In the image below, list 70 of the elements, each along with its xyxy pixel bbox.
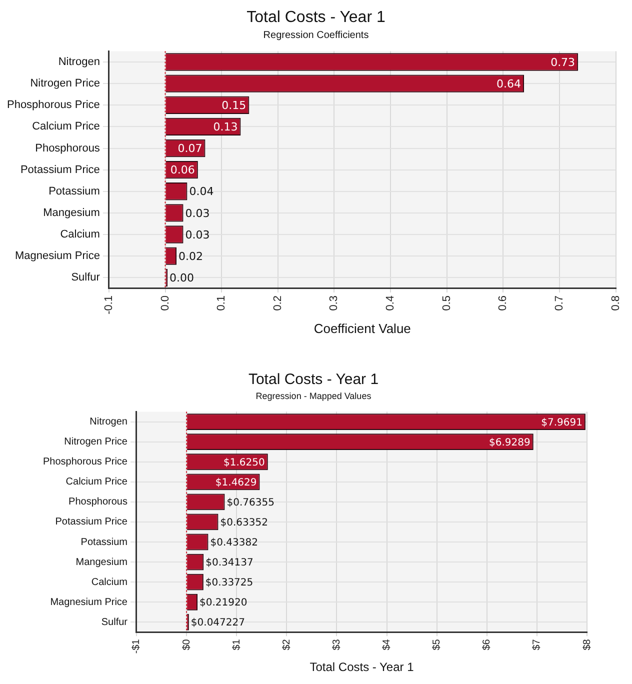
y-tick-label: Magnesium Price — [50, 596, 128, 608]
x-tick-label: $2 — [281, 638, 292, 650]
y-tick-label: Mangesium — [76, 556, 128, 568]
y-tick-label: Potassium Price — [20, 164, 100, 176]
chart-title: Total Costs - Year 1 — [248, 371, 379, 388]
x-tick-label: 0.7 — [554, 295, 566, 311]
y-tick-label: Phosphorous — [68, 496, 128, 508]
y-tick-label: Potassium — [48, 185, 100, 198]
data-label: 0.02 — [178, 250, 204, 263]
data-label: 0.03 — [185, 206, 210, 220]
x-tick-label: 0.3 — [328, 295, 340, 311]
data-label: 0.13 — [213, 120, 238, 134]
x-tick-label: 0.1 — [216, 295, 228, 311]
y-tick-label: Nitrogen Price — [64, 436, 128, 448]
x-tick-label: $4 — [382, 638, 393, 650]
y-tick-label: Calcium — [60, 228, 100, 241]
x-tick-label: 0.5 — [440, 295, 453, 311]
data-label: $0.34137 — [206, 558, 254, 569]
y-tick-label: Potassium Price — [55, 516, 128, 528]
data-label: 0.15 — [222, 98, 246, 112]
data-label: $0.43382 — [210, 538, 258, 549]
y-tick-label: Sulfur — [71, 272, 100, 284]
data-label: $6.9289 — [489, 437, 530, 448]
x-tick-label: 0.0 — [159, 295, 172, 311]
x-tick-label: -$1 — [131, 638, 142, 654]
data-label: 0.04 — [189, 185, 214, 198]
data-label: $1.6250 — [224, 457, 265, 468]
x-tick-label: $6 — [482, 638, 493, 650]
data-label: 0.64 — [496, 77, 521, 90]
y-tick-label: Mangesium — [43, 206, 100, 219]
y-tick-label: Phosphorous Price — [42, 456, 128, 468]
x-tick-label: $5 — [432, 638, 443, 650]
y-tick-label: Calcium Price — [66, 476, 128, 488]
y-tick-label: Nitrogen — [58, 56, 100, 68]
chart-subtitle: Regression - Mapped Values — [256, 390, 372, 401]
x-tick-label: $0 — [181, 638, 192, 650]
chart-subtitle: Regression Coefficients — [263, 30, 369, 41]
x-tick-label: $1 — [231, 638, 242, 650]
data-label: $0.33725 — [205, 578, 254, 589]
data-label: $0.047227 — [190, 618, 245, 629]
y-tick-label: Potassium — [80, 536, 128, 548]
y-tick-label: Calcium — [91, 576, 128, 588]
y-tick-label: Nitrogen Price — [30, 78, 100, 90]
data-label: $0.63352 — [220, 518, 268, 529]
x-tick-label: 0.4 — [384, 295, 397, 311]
x-tick-label: 0.8 — [610, 295, 622, 311]
x-tick-label: 0.2 — [272, 295, 284, 311]
data-label: $1.4629 — [215, 478, 257, 489]
y-tick-label: Nitrogen — [90, 416, 128, 428]
x-tick-label: -0.1 — [102, 295, 115, 314]
x-tick-label: $7 — [532, 638, 543, 650]
data-label: 0.00 — [170, 272, 194, 285]
x-tick-label: $8 — [582, 638, 593, 650]
chart-title: Total Costs - Year 1 — [246, 9, 386, 26]
data-label: 0.06 — [170, 164, 195, 177]
data-label: $0.21920 — [200, 598, 248, 609]
y-tick-label: Magnesium Price — [14, 250, 100, 262]
data-label: 0.73 — [550, 56, 576, 69]
x-tick-label: $3 — [331, 638, 342, 650]
x-axis-title: Total Costs - Year 1 — [310, 660, 414, 674]
data-label: $0.76355 — [226, 498, 274, 509]
x-axis-title: Coefficient Value — [314, 320, 411, 336]
data-label: 0.07 — [178, 142, 202, 156]
y-tick-label: Calcium Price — [32, 120, 100, 133]
x-tick-label: 0.6 — [497, 295, 510, 311]
data-label: 0.03 — [185, 228, 210, 242]
y-tick-label: Phosphorous — [35, 142, 100, 154]
data-label: $7.9691 — [541, 417, 582, 428]
y-tick-label: Phosphorous Price — [6, 99, 100, 112]
y-tick-label: Sulfur — [101, 616, 128, 628]
